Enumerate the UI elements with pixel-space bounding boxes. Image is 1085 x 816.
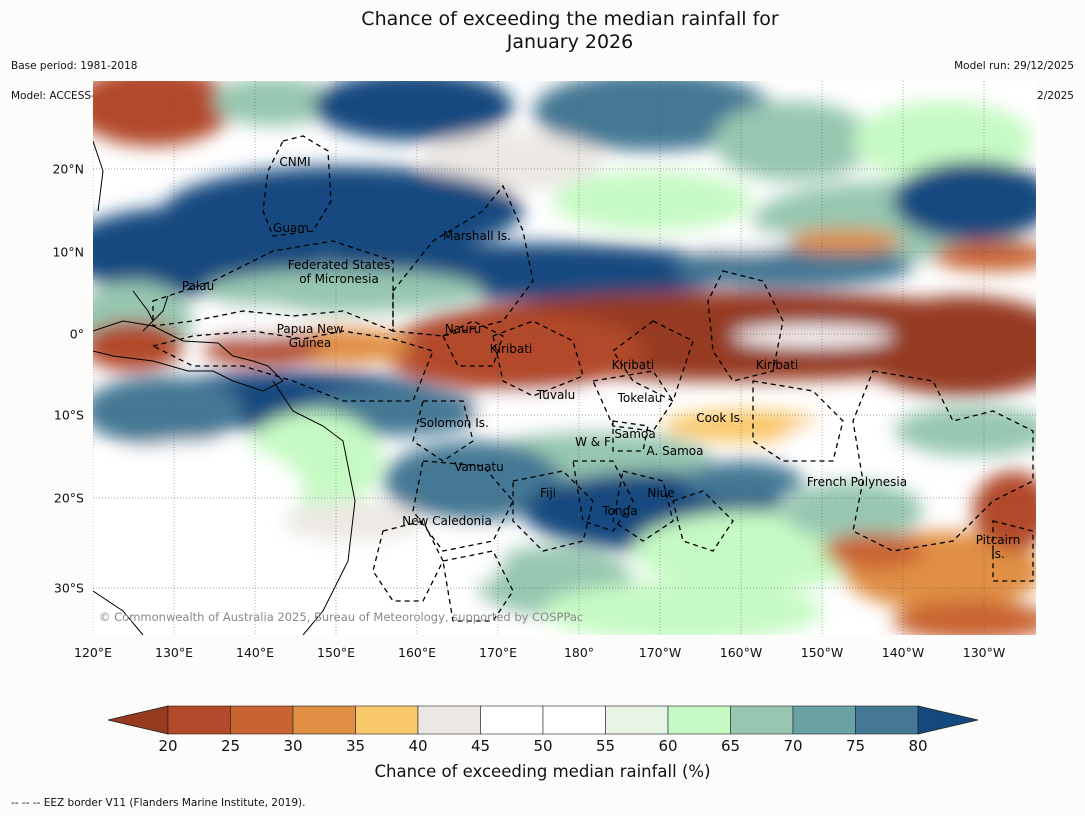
latitude-tick-label: 20°S [53,490,84,506]
colorbar-segment [605,705,669,735]
latitude-tick-label: 30°S [53,580,84,596]
region-label: Samoa [614,427,655,441]
longitude-tick-label: 150°E [316,645,356,660]
copyright-text: © Commonwealth of Australia 2025, Bureau… [99,610,583,624]
longitude-tick-label: 130°E [154,645,194,660]
colorbar-extend-high [917,705,979,735]
colorbar-tick-label: 50 [533,737,553,755]
colorbar-tick-label: 35 [345,737,366,755]
colorbar-segment [292,705,356,735]
colorbar-segment [792,705,856,735]
longitude-tick-label: 180° [563,645,595,660]
colorbar-segment [730,705,794,735]
region-label: W & F [575,435,611,449]
footer-note: -- -- -- EEZ border V11 (Flanders Marine… [11,797,306,809]
region-label: Solomon Is. [419,416,489,430]
region-label: A. Samoa [647,444,704,458]
region-label: CNMI [279,155,310,169]
region-label: Marshall Is. [443,229,511,243]
region-label: Nauru [445,322,481,336]
graticule [93,81,1036,635]
longitude-tick-label: 160°W [719,645,763,660]
longitude-tick-label: 170°E [478,645,518,660]
region-label: Cook Is. [696,411,743,425]
colorbar-tick-label: 55 [595,737,616,755]
longitude-tick-label: 150°W [800,645,844,660]
colorbar-segment [480,705,544,735]
longitude-tick-label: 130°W [962,645,1006,660]
region-label: Kiribati [756,358,798,372]
colorbar-segment [667,705,731,735]
colorbar [107,705,979,735]
model-run-text: Model run: 29/12/2025 [954,60,1074,72]
colorbar-extend-low [107,705,169,735]
rainfall-map: CNMI Guam Marshall Is. Federated States of M… [93,81,1036,635]
colorbar-label: Chance of exceeding median rainfall (%) [374,762,711,781]
longitude-tick-label: 160°E [397,645,437,660]
longitude-tick-label: 120°E [73,645,113,660]
region-label: Tuvalu [536,388,576,402]
colorbar-tick-label: 40 [408,737,428,755]
region-label: Papua New Guinea [277,322,344,350]
colorbar-tick-label: 30 [283,737,303,755]
colorbar-tick-label: 25 [220,737,241,755]
colorbar-tick-label: 80 [908,737,928,755]
region-label: Vanuatu [454,460,504,474]
colorbar-segment [417,705,481,735]
colorbar-segment [542,705,606,735]
colorbar-segment [855,705,919,735]
region-label: Federated States of Micronesia [288,258,390,286]
eez-borders [151,135,1034,622]
region-label: New Caledonia [402,514,492,528]
colorbar-segment [230,705,294,735]
coastline [93,140,356,635]
region-label: Niue [647,486,674,500]
region-label: Kiribati [612,358,654,372]
colorbar-segment [167,705,231,735]
region-label: Tonga [601,504,637,518]
colorbar-tick-label: 60 [658,737,678,755]
region-label: Pitcairn Is. [976,533,1021,561]
colorbar-tick-label: 45 [470,737,491,755]
base-period-text: Base period: 1981-2018 [11,60,138,72]
colorbar-tick-label: 75 [845,737,866,755]
region-label: Kiribati [490,342,532,356]
latitude-tick-label: 0° [69,326,84,342]
colorbar-tick-label: 65 [720,737,741,755]
region-label: Tokelau [617,391,663,405]
latitude-tick-label: 10°N [52,244,84,260]
meta-left: Base period: 1981-2018 Model: ACCESS-S2 [11,44,137,119]
region-label: Fiji [540,486,556,500]
map-title: Chance of exceeding the median rainfall … [361,8,779,53]
latitude-tick-label: 20°N [52,161,84,177]
region-label: French Polynesia [807,475,907,489]
longitude-tick-label: 140°E [235,645,275,660]
region-label: Palau [182,279,214,293]
region-label: Guam [273,221,309,235]
longitude-tick-label: 170°W [638,645,682,660]
colorbar-tick-label: 70 [783,737,803,755]
latitude-tick-label: 10°S [53,407,84,423]
longitude-tick-label: 140°W [881,645,925,660]
colorbar-segment [355,705,419,735]
colorbar-tick-label: 20 [158,737,178,755]
